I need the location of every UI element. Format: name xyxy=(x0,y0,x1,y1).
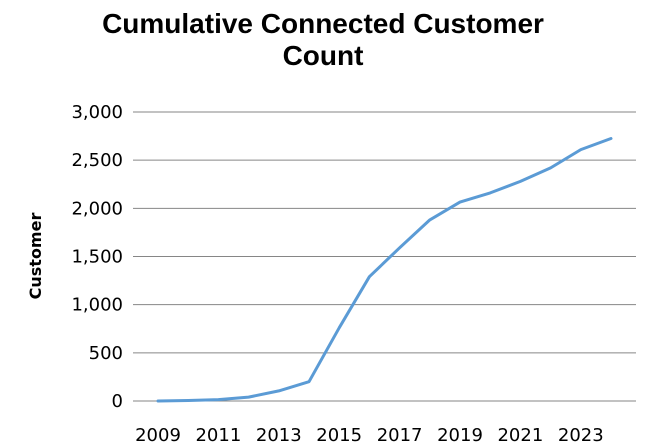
x-tick-label: 2021 xyxy=(497,425,543,446)
series-group xyxy=(156,137,613,403)
chart-title: Cumulative Connected Customer Count xyxy=(40,8,606,72)
x-tick-label: 2009 xyxy=(135,425,181,446)
chart-title-line-1: Cumulative Connected Customer xyxy=(102,8,544,39)
y-tick-label: 1,500 xyxy=(71,247,123,268)
y-axis-label: Customer xyxy=(26,213,45,300)
series-line-0 xyxy=(156,137,613,403)
gridlines xyxy=(133,111,636,354)
x-tick-label: 2019 xyxy=(437,425,483,446)
x-tick-label: 2023 xyxy=(558,425,604,446)
x-tick-label: 2017 xyxy=(377,425,423,446)
x-tick-labels: 2009 2011 2013 2015 2017 2019 2021 2023 xyxy=(135,425,604,446)
y-tick-label: 500 xyxy=(89,343,123,364)
y-tick-labels: 0 500 1,000 1,500 2,000 2,500 3,000 xyxy=(71,102,123,412)
y-tick-label: 1,000 xyxy=(71,295,123,316)
y-tick-label: 2,500 xyxy=(71,150,123,171)
x-tick-label: 2013 xyxy=(256,425,302,446)
chart-title-line-2: Count xyxy=(282,40,364,71)
x-tick-label: 2011 xyxy=(195,425,241,446)
y-tick-label: 0 xyxy=(112,391,123,412)
y-tick-label: 3,000 xyxy=(71,102,123,123)
y-tick-label: 2,000 xyxy=(71,198,123,219)
x-tick-label: 2015 xyxy=(316,425,362,446)
